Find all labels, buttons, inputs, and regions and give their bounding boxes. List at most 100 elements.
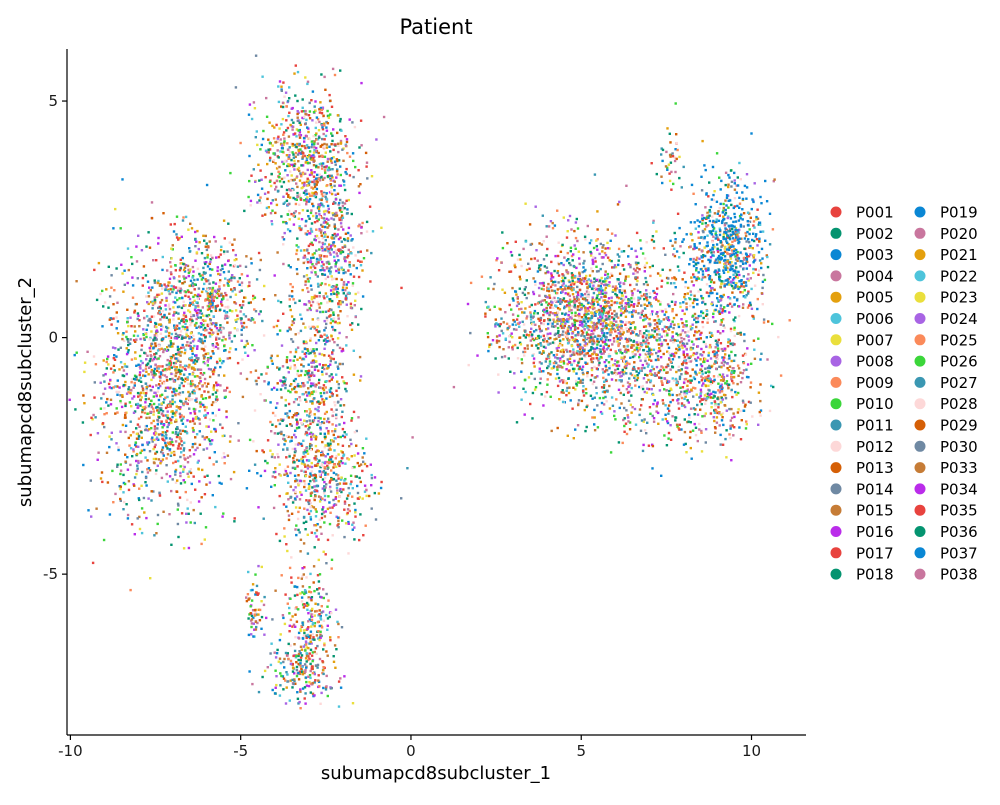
scatter-point: [329, 179, 333, 182]
scatter-point: [335, 408, 338, 411]
scatter-point: [295, 412, 299, 415]
scatter-point: [313, 397, 316, 400]
scatter-point: [333, 245, 337, 248]
scatter-point: [192, 417, 195, 420]
scatter-point: [173, 337, 177, 340]
scatter-point: [163, 398, 166, 401]
scatter-point: [227, 280, 231, 283]
scatter-point: [110, 317, 114, 321]
scatter-point: [357, 225, 360, 228]
scatter-point: [176, 357, 180, 360]
scatter-point: [582, 385, 585, 388]
scatter-point: [332, 504, 336, 507]
scatter-point: [290, 290, 294, 293]
scatter-point: [539, 344, 543, 347]
scatter-point: [584, 299, 588, 302]
scatter-point: [209, 319, 212, 322]
scatter-point: [177, 286, 181, 289]
scatter-point: [263, 284, 266, 288]
scatter-point: [182, 268, 186, 272]
scatter-point: [296, 373, 299, 376]
scatter-point: [278, 694, 282, 697]
scatter-point: [315, 132, 318, 135]
scatter-point: [336, 159, 339, 163]
scatter-point: [320, 464, 323, 467]
scatter-point: [328, 174, 331, 177]
scatter-point: [123, 384, 127, 387]
scatter-point: [331, 478, 334, 481]
scatter-point: [333, 449, 336, 452]
scatter-point: [199, 274, 202, 278]
scatter-point: [318, 209, 321, 213]
scatter-point: [333, 341, 336, 344]
scatter-point: [269, 652, 272, 655]
scatter-point: [131, 296, 135, 299]
scatter-point: [177, 368, 181, 372]
scatter-point: [285, 456, 288, 459]
scatter-point: [618, 338, 622, 341]
scatter-point: [291, 686, 294, 689]
scatter-point: [124, 404, 127, 408]
scatter-point: [278, 463, 281, 466]
scatter-point: [560, 391, 563, 394]
scatter-point: [342, 271, 345, 275]
scatter-point: [319, 269, 322, 272]
scatter-point: [299, 628, 302, 631]
scatter-point: [149, 577, 152, 580]
scatter-point: [282, 677, 286, 680]
scatter-point: [147, 373, 150, 376]
scatter-point: [563, 324, 566, 328]
scatter-point: [282, 133, 285, 136]
scatter-point: [325, 397, 328, 400]
scatter-point: [301, 116, 304, 120]
scatter-point: [334, 428, 337, 431]
scatter-point: [297, 385, 300, 388]
scatter-point: [294, 366, 297, 369]
scatter-point: [112, 371, 115, 374]
scatter-point: [149, 365, 152, 368]
scatter-point: [307, 459, 311, 462]
scatter-point: [158, 410, 161, 413]
scatter-point: [324, 277, 327, 281]
scatter-point: [168, 513, 171, 516]
scatter-point: [311, 373, 315, 377]
scatter-point: [186, 461, 190, 464]
scatter-point: [185, 319, 188, 323]
scatter-point: [161, 315, 164, 319]
scatter-point: [309, 682, 313, 685]
scatter-point: [119, 463, 122, 466]
scatter-point: [335, 394, 339, 397]
scatter-point: [338, 218, 341, 222]
scatter-point: [214, 282, 218, 285]
scatter-point: [311, 384, 315, 387]
scatter-point: [298, 227, 301, 230]
scatter-point: [320, 596, 323, 599]
scatter-point: [185, 432, 189, 435]
scatter-point: [194, 442, 197, 446]
scatter-point: [255, 591, 258, 594]
scatter-point: [334, 503, 338, 506]
scatter-point: [206, 308, 210, 311]
scatter-point: [345, 336, 348, 339]
scatter-point: [168, 417, 171, 420]
scatter-point: [195, 400, 198, 403]
scatter-point: [278, 638, 282, 642]
scatter-point: [149, 300, 153, 304]
scatter-point: [307, 200, 311, 203]
scatter-point: [101, 325, 104, 328]
scatter-point: [148, 338, 151, 341]
scatter-point: [629, 265, 632, 269]
scatter-point: [287, 389, 290, 393]
scatter-point: [351, 702, 355, 705]
scatter-point: [265, 96, 268, 100]
scatter-point: [328, 388, 331, 392]
scatter-point: [323, 269, 326, 272]
scatter-point: [356, 461, 359, 465]
scatter-point: [215, 305, 218, 308]
scatter-point: [319, 595, 322, 599]
scatter-point: [189, 412, 192, 415]
scatter-point: [342, 268, 345, 272]
scatter-point: [103, 413, 106, 416]
scatter-point: [328, 267, 331, 270]
scatter-point: [296, 185, 299, 189]
